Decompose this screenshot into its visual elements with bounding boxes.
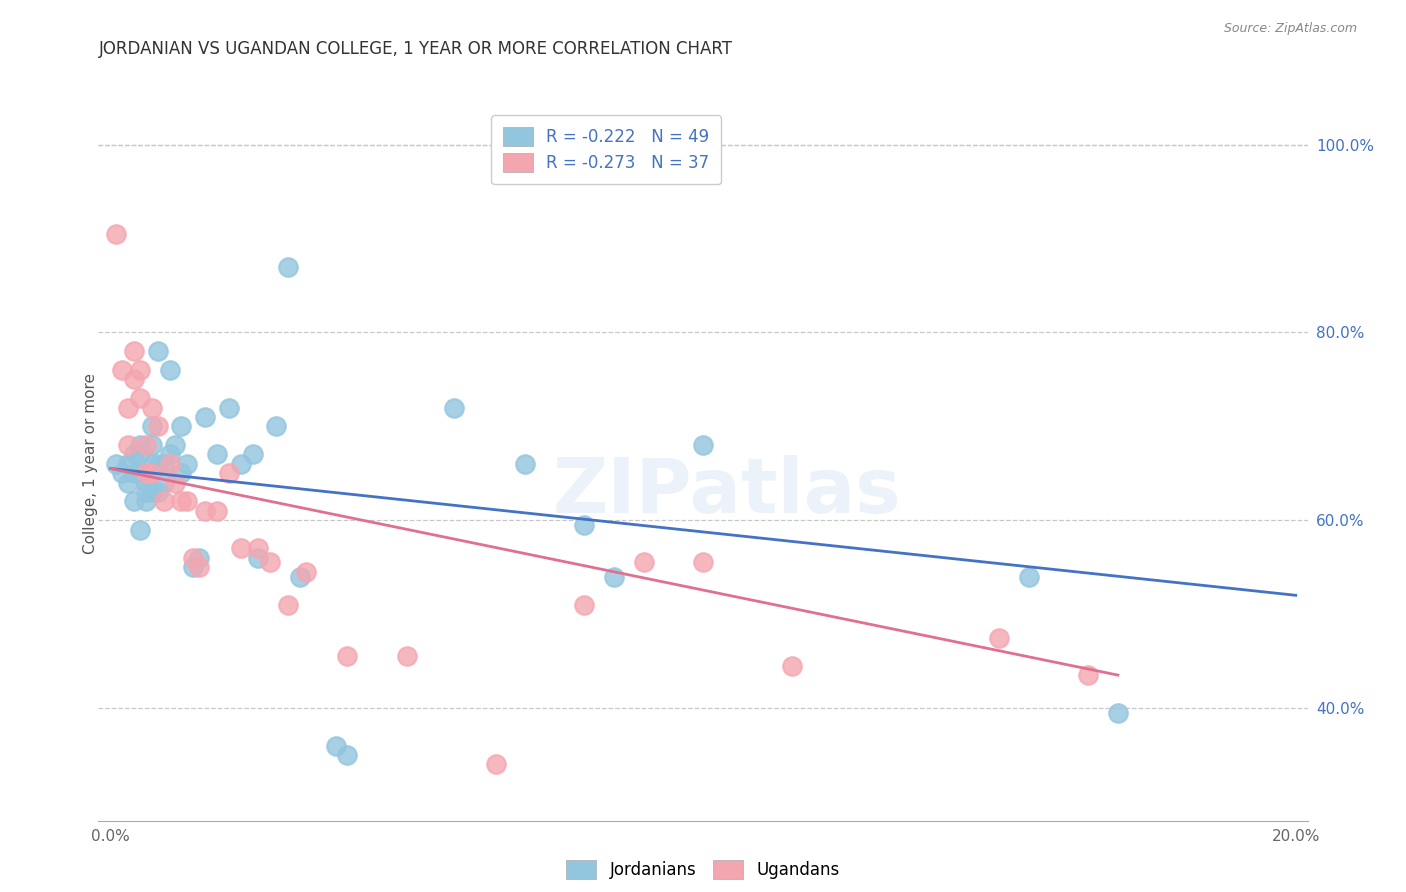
Jordanians (325, 739, 347, 753)
Jordanians (135, 494, 157, 508)
Ugandans (574, 598, 596, 612)
Ugandans (170, 494, 193, 508)
Jordanians (129, 467, 152, 481)
Ugandans (159, 457, 181, 471)
Jordanians (1018, 569, 1040, 583)
Ugandans (122, 344, 145, 359)
Jordanians (129, 447, 152, 461)
Jordanians (443, 401, 465, 415)
Ugandans (117, 438, 139, 452)
Ugandans (129, 363, 152, 377)
Jordanians (574, 517, 596, 532)
Ugandans (141, 467, 163, 481)
Jordanians (117, 457, 139, 471)
Ugandans (176, 494, 198, 508)
Ugandans (188, 560, 211, 574)
Jordanians (159, 447, 181, 461)
Ugandans (181, 550, 204, 565)
Jordanians (117, 475, 139, 490)
Ugandans (692, 556, 714, 570)
Jordanians (122, 494, 145, 508)
Ugandans (205, 504, 228, 518)
Jordanians (135, 485, 157, 500)
Jordanians (122, 447, 145, 461)
Jordanians (129, 523, 152, 537)
Ugandans (165, 475, 187, 490)
Jordanians (181, 560, 204, 574)
Jordanians (165, 438, 187, 452)
Ugandans (146, 419, 169, 434)
Jordanians (146, 485, 169, 500)
Ugandans (1077, 668, 1099, 682)
Jordanians (152, 457, 174, 471)
Y-axis label: College, 1 year or more: College, 1 year or more (83, 374, 97, 554)
Jordanians (229, 457, 252, 471)
Ugandans (111, 363, 134, 377)
Jordanians (277, 260, 299, 274)
Ugandans (122, 372, 145, 386)
Jordanians (1107, 706, 1129, 720)
Jordanians (194, 409, 217, 424)
Ugandans (247, 541, 270, 556)
Ugandans (395, 649, 418, 664)
Jordanians (288, 569, 311, 583)
Text: ZIPatlas: ZIPatlas (553, 456, 901, 529)
Jordanians (122, 467, 145, 481)
Jordanians (141, 419, 163, 434)
Jordanians (264, 419, 287, 434)
Ugandans (135, 467, 157, 481)
Text: JORDANIAN VS UGANDAN COLLEGE, 1 YEAR OR MORE CORRELATION CHART: JORDANIAN VS UGANDAN COLLEGE, 1 YEAR OR … (98, 40, 733, 58)
Jordanians (336, 747, 359, 762)
Jordanians (515, 457, 537, 471)
Ugandans (988, 631, 1011, 645)
Jordanians (152, 475, 174, 490)
Jordanians (247, 550, 270, 565)
Jordanians (692, 438, 714, 452)
Jordanians (146, 457, 169, 471)
Ugandans (218, 467, 240, 481)
Jordanians (603, 569, 626, 583)
Jordanians (170, 467, 193, 481)
Jordanians (170, 419, 193, 434)
Jordanians (141, 457, 163, 471)
Jordanians (188, 550, 211, 565)
Ugandans (135, 438, 157, 452)
Ugandans (259, 556, 281, 570)
Jordanians (111, 467, 134, 481)
Ugandans (194, 504, 217, 518)
Ugandans (277, 598, 299, 612)
Ugandans (633, 556, 655, 570)
Legend: Jordanians, Ugandans: Jordanians, Ugandans (554, 848, 852, 891)
Ugandans (295, 565, 318, 579)
Jordanians (159, 363, 181, 377)
Jordanians (141, 438, 163, 452)
Ugandans (129, 391, 152, 405)
Ugandans (152, 494, 174, 508)
Ugandans (229, 541, 252, 556)
Text: Source: ZipAtlas.com: Source: ZipAtlas.com (1223, 22, 1357, 36)
Jordanians (176, 457, 198, 471)
Ugandans (141, 401, 163, 415)
Ugandans (105, 227, 128, 241)
Jordanians (141, 485, 163, 500)
Jordanians (146, 344, 169, 359)
Ugandans (780, 658, 803, 673)
Jordanians (129, 438, 152, 452)
Ugandans (117, 401, 139, 415)
Jordanians (135, 475, 157, 490)
Jordanians (242, 447, 264, 461)
Ugandans (484, 757, 506, 772)
Jordanians (105, 457, 128, 471)
Jordanians (205, 447, 228, 461)
Ugandans (336, 649, 359, 664)
Jordanians (218, 401, 240, 415)
